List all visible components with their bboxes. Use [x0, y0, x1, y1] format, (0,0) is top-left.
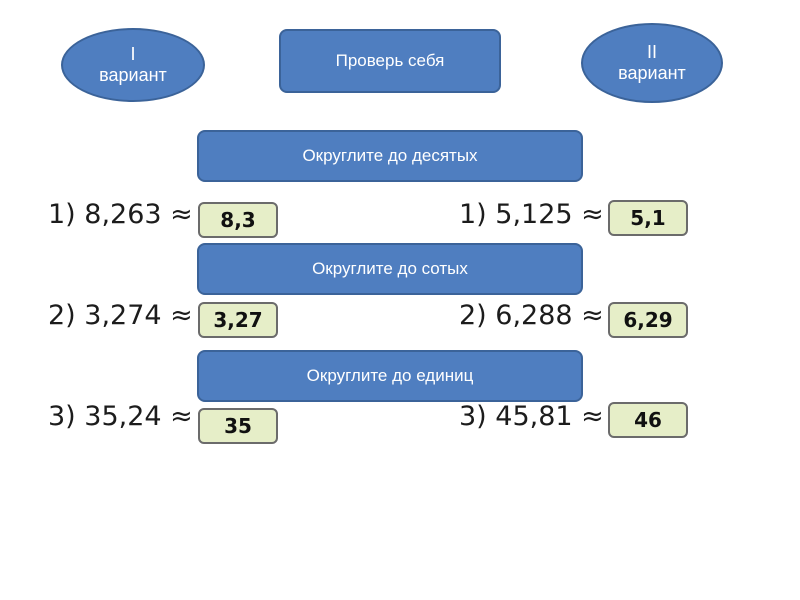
- variant-2-label: вариант: [618, 63, 686, 83]
- check-yourself-button[interactable]: Проверь себя: [279, 29, 501, 93]
- task-3-left-expression: 3) 35,24 ≈: [48, 401, 193, 432]
- task-2-right-answer[interactable]: 6,29: [608, 302, 688, 338]
- variant-1-button[interactable]: I вариант: [61, 28, 205, 102]
- variant-1-label: вариант: [99, 65, 167, 85]
- task-3-right-answer[interactable]: 46: [608, 402, 688, 438]
- task-1-right-expression: 1) 5,125 ≈: [459, 199, 604, 230]
- task-3-left-answer[interactable]: 35: [198, 408, 278, 444]
- variant-1-numeral: I: [130, 44, 136, 64]
- variant-2-button[interactable]: II вариант: [581, 23, 723, 103]
- variant-2-numeral: II: [646, 42, 657, 62]
- task-1-instruction-button[interactable]: Округлите до десятых: [197, 130, 583, 182]
- task-3-instruction-button[interactable]: Округлите до единиц: [197, 350, 583, 402]
- task-1-left-answer[interactable]: 8,3: [198, 202, 278, 238]
- task-3-right-expression: 3) 45,81 ≈: [459, 401, 604, 432]
- task-2-left-answer[interactable]: 3,27: [198, 302, 278, 338]
- task-1-left-expression: 1) 8,263 ≈: [48, 199, 193, 230]
- task-2-instruction-button[interactable]: Округлите до сотых: [197, 243, 583, 295]
- task-2-left-expression: 2) 3,274 ≈: [48, 300, 193, 331]
- task-2-right-expression: 2) 6,288 ≈: [459, 300, 604, 331]
- task-1-right-answer[interactable]: 5,1: [608, 200, 688, 236]
